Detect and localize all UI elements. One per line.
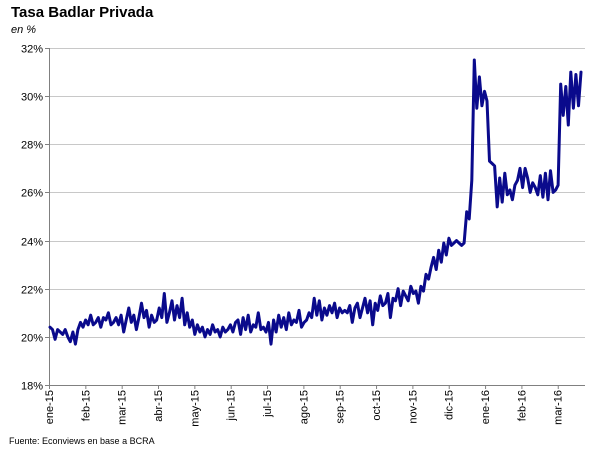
series-layer	[48, 58, 583, 346]
x-tick-label: feb-15	[80, 390, 92, 421]
axes	[45, 48, 585, 389]
chart-subtitle: en %	[11, 24, 37, 36]
x-tick-label: jul-15	[262, 390, 274, 418]
x-tick-label: feb-16	[516, 390, 528, 421]
source-note: Fuente: Econviews en base a BCRA	[9, 436, 155, 446]
x-tick-label: dic-15	[444, 390, 456, 420]
x-tick-label: sep-15	[335, 390, 347, 424]
y-tick-label: 20%	[21, 333, 43, 345]
y-tick-label: 18%	[21, 381, 43, 393]
x-tick-label: oct-15	[371, 390, 383, 421]
x-tick-label: mar-15	[117, 390, 129, 425]
x-tick-label: ene-16	[480, 390, 492, 424]
chart-title: Tasa Badlar Privada	[11, 4, 154, 21]
grid-lines	[49, 48, 585, 338]
x-tick-labels: ene-15 feb-15 mar-15 abr-15 may-15 jun-15 jul-…	[44, 390, 565, 427]
y-tick-label: 24%	[21, 237, 43, 249]
y-tick-label: 32%	[21, 44, 43, 56]
x-tick-label: mar-16	[553, 390, 565, 425]
y-tick-label: 30%	[21, 92, 43, 104]
y-tick-label: 26%	[21, 188, 43, 200]
y-tick-label: 28%	[21, 140, 43, 152]
x-tick-label: may-15	[189, 390, 201, 427]
series-line	[48, 58, 583, 346]
x-tick-label: abr-15	[153, 390, 165, 422]
y-tick-label: 22%	[21, 285, 43, 297]
y-tick-labels: 18% 20% 22% 24% 26% 28% 30% 32%	[21, 44, 43, 393]
x-tick-label: ago-15	[298, 390, 310, 424]
x-tick-label: nov-15	[407, 390, 419, 424]
x-tick-label: ene-15	[44, 390, 56, 424]
x-tick-label: jun-15	[226, 390, 238, 422]
